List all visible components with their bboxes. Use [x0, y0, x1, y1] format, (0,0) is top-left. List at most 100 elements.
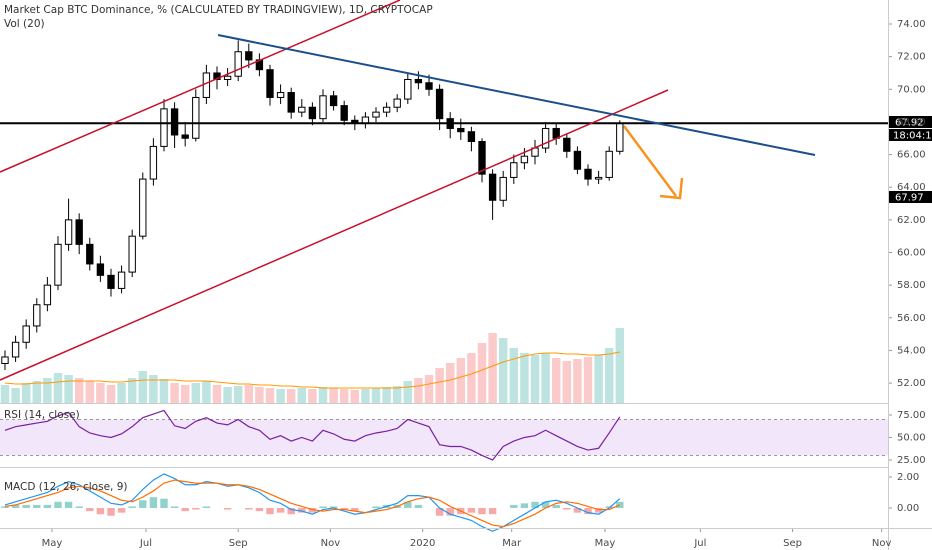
candle-body	[584, 168, 592, 180]
x-tick-label: Sep	[229, 538, 248, 549]
volume-bar	[594, 355, 603, 403]
volume-bar	[202, 381, 211, 403]
candle-body	[298, 106, 306, 113]
candle-body	[128, 235, 136, 273]
plot	[0, 23, 892, 532]
macd-hist	[435, 508, 444, 516]
macd-hist	[308, 508, 317, 513]
volume-bar	[212, 385, 222, 403]
volume-bar	[286, 389, 296, 403]
macd-hist	[276, 508, 285, 513]
x-tick-label: 2020	[410, 538, 435, 549]
candle-body	[393, 98, 401, 108]
channel-lower	[0, 89, 669, 381]
y-tick-label: 25.00	[897, 455, 926, 466]
candle-body	[86, 243, 94, 265]
candle-body	[563, 137, 571, 152]
volume-bar	[541, 353, 550, 403]
volume-bar	[170, 383, 179, 403]
candle-body	[223, 75, 232, 80]
y-tick-label: 50.00	[897, 432, 926, 443]
y-tick-label: 52.00	[897, 378, 926, 389]
candle-body	[616, 123, 624, 152]
candle-body	[510, 162, 518, 178]
volume-bar	[127, 378, 137, 403]
volume-bar	[191, 383, 201, 403]
candle-body	[192, 96, 200, 139]
candle-body	[425, 82, 433, 90]
candle-body	[160, 108, 168, 147]
volume-bar	[477, 343, 487, 403]
x-tick-label: May	[595, 538, 616, 549]
macd-hist	[43, 504, 52, 508]
candle-body	[107, 274, 115, 289]
rsi-line	[4, 409, 621, 461]
volume-bar	[32, 381, 42, 403]
x-tick-label: May	[42, 538, 63, 549]
candle-body	[573, 150, 582, 170]
macd-line	[4, 473, 621, 532]
macd-hist	[255, 508, 264, 512]
candle-body	[520, 155, 529, 164]
volume-bar	[403, 381, 413, 403]
candle-body	[54, 243, 62, 286]
macd-hist	[414, 504, 423, 508]
volume-bar	[180, 385, 190, 403]
volume-bar	[159, 379, 169, 403]
candle-body	[478, 141, 486, 175]
volume-bar	[361, 389, 370, 403]
volume-bar	[74, 378, 84, 403]
macd-hist	[541, 501, 550, 508]
candle-body	[234, 51, 242, 77]
macd-hist	[75, 506, 83, 508]
candle-body	[457, 127, 465, 133]
y-tick-label: 60.00	[897, 248, 926, 259]
candle-body	[1, 356, 9, 364]
macd-hist	[128, 506, 136, 508]
volume-bar	[488, 333, 497, 403]
x-tick-label: Jul	[139, 538, 152, 549]
macd-hist	[245, 508, 253, 510]
candle-body	[435, 88, 444, 120]
volume-bar	[21, 383, 31, 403]
x-tick-label: Mar	[502, 538, 522, 549]
price-label-box	[889, 116, 932, 128]
volume-bar	[530, 355, 540, 403]
rsi-band	[0, 419, 888, 456]
macd-hist	[584, 508, 592, 515]
y-tick-label: 64.00	[897, 182, 926, 193]
candle-body	[170, 108, 179, 136]
candle-body	[64, 219, 73, 245]
candle-body	[488, 173, 497, 201]
volume-bar	[562, 361, 572, 403]
macd-hist	[298, 508, 306, 513]
candle-body	[372, 111, 380, 118]
macd-hist	[573, 508, 582, 513]
macd-hist	[372, 506, 380, 508]
candle-body	[382, 106, 391, 113]
y-tick-label: 2.00	[897, 472, 919, 483]
candle-body	[266, 69, 274, 98]
macd-hist	[594, 508, 603, 513]
volume-bar	[53, 373, 63, 403]
volume-bar	[382, 387, 391, 403]
y-tick-label: 0.00	[897, 503, 919, 514]
volume-bar	[233, 386, 243, 403]
macd-hist	[192, 508, 200, 510]
macd-hist	[170, 506, 179, 508]
volume-label: 67.97	[895, 193, 924, 204]
volume-bar	[255, 387, 264, 403]
candle-body	[605, 150, 613, 178]
y-tick-label: 72.00	[897, 52, 926, 63]
candle-body	[43, 284, 52, 306]
candle-body	[96, 263, 105, 276]
macd-hist	[11, 504, 20, 508]
macd-hist	[86, 508, 94, 512]
y-tick-label: 54.00	[897, 345, 926, 356]
candle-body	[245, 51, 253, 61]
macd-hist	[563, 508, 571, 510]
volume-bar	[297, 388, 307, 403]
macd-hist	[329, 506, 338, 508]
candle-body	[319, 95, 327, 120]
candle-body	[149, 145, 158, 180]
